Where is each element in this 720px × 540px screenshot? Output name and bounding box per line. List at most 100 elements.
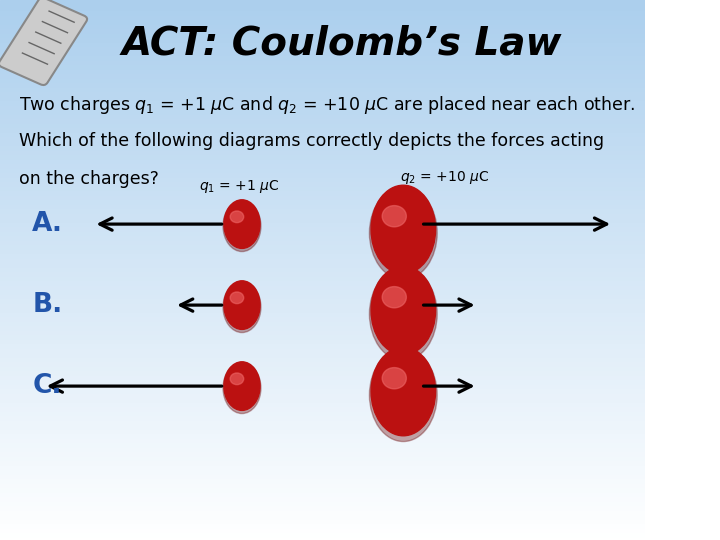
Bar xyxy=(0,401,645,405)
Bar xyxy=(0,301,645,306)
Bar xyxy=(0,166,645,171)
Ellipse shape xyxy=(224,281,260,329)
Bar xyxy=(0,207,645,212)
Bar xyxy=(0,342,645,347)
FancyBboxPatch shape xyxy=(0,0,87,85)
Bar xyxy=(0,333,645,338)
Bar xyxy=(0,338,645,342)
Bar xyxy=(0,4,645,9)
Ellipse shape xyxy=(224,200,260,248)
Bar xyxy=(0,99,645,104)
Bar xyxy=(0,490,645,495)
Bar xyxy=(0,126,645,131)
Bar xyxy=(0,522,645,526)
Text: ACT: Coulomb’s Law: ACT: Coulomb’s Law xyxy=(122,24,562,62)
Bar xyxy=(0,23,645,27)
Bar xyxy=(0,297,645,301)
Bar xyxy=(0,284,645,288)
Ellipse shape xyxy=(230,211,243,222)
Bar xyxy=(0,261,645,266)
Bar xyxy=(0,14,645,18)
Bar xyxy=(0,117,645,122)
Bar xyxy=(0,418,645,423)
Bar xyxy=(0,171,645,176)
Bar xyxy=(0,202,645,207)
Ellipse shape xyxy=(369,186,437,280)
Bar xyxy=(0,216,645,220)
Bar xyxy=(0,108,645,112)
Bar xyxy=(0,148,645,153)
Bar xyxy=(0,351,645,355)
Bar xyxy=(0,392,645,396)
Bar xyxy=(0,450,645,455)
Ellipse shape xyxy=(230,292,243,303)
Bar xyxy=(0,58,645,63)
Bar xyxy=(0,212,645,216)
Bar xyxy=(0,104,645,108)
Bar xyxy=(0,324,645,328)
Bar xyxy=(0,536,645,540)
Bar xyxy=(0,355,645,360)
Bar xyxy=(0,50,645,54)
Bar xyxy=(0,252,645,256)
Text: Two charges $q_1$ = +1 $\mu$C and $q_2$ = +10 $\mu$C are placed near each other.: Two charges $q_1$ = +1 $\mu$C and $q_2$ … xyxy=(19,94,635,117)
Bar xyxy=(0,54,645,58)
Bar xyxy=(0,220,645,225)
Bar xyxy=(0,90,645,94)
Bar xyxy=(0,369,645,374)
Bar xyxy=(0,243,645,247)
Bar xyxy=(0,131,645,135)
Bar xyxy=(0,495,645,500)
Bar xyxy=(0,9,645,14)
Bar xyxy=(0,531,645,536)
Bar xyxy=(0,40,645,45)
Bar xyxy=(0,463,645,468)
Bar xyxy=(0,517,645,522)
Ellipse shape xyxy=(371,347,436,436)
Bar xyxy=(0,500,645,504)
Ellipse shape xyxy=(369,348,437,442)
Bar xyxy=(0,360,645,364)
Bar xyxy=(0,279,645,284)
Bar xyxy=(0,347,645,351)
Bar xyxy=(0,85,645,90)
Bar xyxy=(0,189,645,193)
Bar xyxy=(0,112,645,117)
Bar xyxy=(0,77,645,81)
Bar xyxy=(0,234,645,239)
Bar xyxy=(0,526,645,531)
Bar xyxy=(0,468,645,472)
Bar xyxy=(0,36,645,40)
Bar xyxy=(0,198,645,202)
Ellipse shape xyxy=(230,373,243,384)
Bar xyxy=(0,446,645,450)
Bar xyxy=(0,405,645,409)
Bar xyxy=(0,293,645,297)
Bar xyxy=(0,135,645,139)
Bar xyxy=(0,288,645,293)
Bar xyxy=(0,72,645,77)
Bar xyxy=(0,310,645,315)
Bar xyxy=(0,374,645,378)
Text: $q_1$ = +1 $\mu$C: $q_1$ = +1 $\mu$C xyxy=(199,179,279,195)
Bar xyxy=(0,320,645,324)
Bar xyxy=(0,315,645,320)
Bar xyxy=(0,274,645,279)
Bar xyxy=(0,423,645,428)
Bar xyxy=(0,306,645,310)
Text: A.: A. xyxy=(32,211,63,237)
Bar xyxy=(0,266,645,270)
Bar xyxy=(0,153,645,158)
Bar xyxy=(0,486,645,490)
Ellipse shape xyxy=(382,206,406,227)
Bar xyxy=(0,378,645,382)
Bar xyxy=(0,472,645,477)
Bar xyxy=(0,477,645,482)
Bar xyxy=(0,482,645,486)
Bar xyxy=(0,436,645,441)
Bar xyxy=(0,81,645,85)
Bar xyxy=(0,68,645,72)
Ellipse shape xyxy=(223,200,261,252)
Ellipse shape xyxy=(371,185,436,274)
Bar xyxy=(0,396,645,401)
